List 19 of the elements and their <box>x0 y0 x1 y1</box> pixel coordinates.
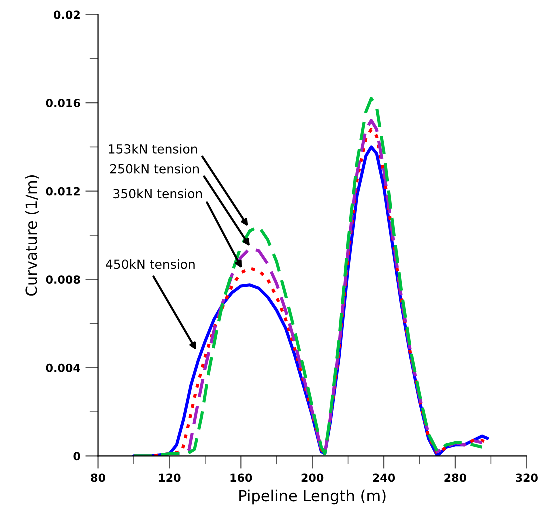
x-tick-label: 160 <box>230 474 252 482</box>
x-tick-label: 280 <box>444 474 467 482</box>
annotation: 153kN tension <box>109 144 198 154</box>
x-tick-label: 120 <box>159 474 181 482</box>
x-tick-label: 240 <box>373 474 396 482</box>
y-tick-label: 0.016 <box>46 99 80 108</box>
x-tick-label: 80 <box>91 474 106 482</box>
y-axis-title: Curvature (1/m) <box>25 176 40 296</box>
y-tick-label: 0.012 <box>46 187 80 196</box>
annotation: 450kN tension <box>106 259 195 270</box>
x-tick-label: 320 <box>516 474 538 482</box>
x-tick-label: 200 <box>302 474 324 482</box>
y-tick-label: 0 <box>74 452 80 461</box>
annotation: 350kN tension <box>114 188 202 199</box>
y-tick-label: 0.008 <box>46 276 80 284</box>
annotation: 250kN tension <box>110 164 200 174</box>
y-tick-label: 0.004 <box>46 364 80 372</box>
y-tick-label: 0.02 <box>54 10 80 20</box>
x-axis-title: Pipeline Length (m) <box>240 490 386 505</box>
